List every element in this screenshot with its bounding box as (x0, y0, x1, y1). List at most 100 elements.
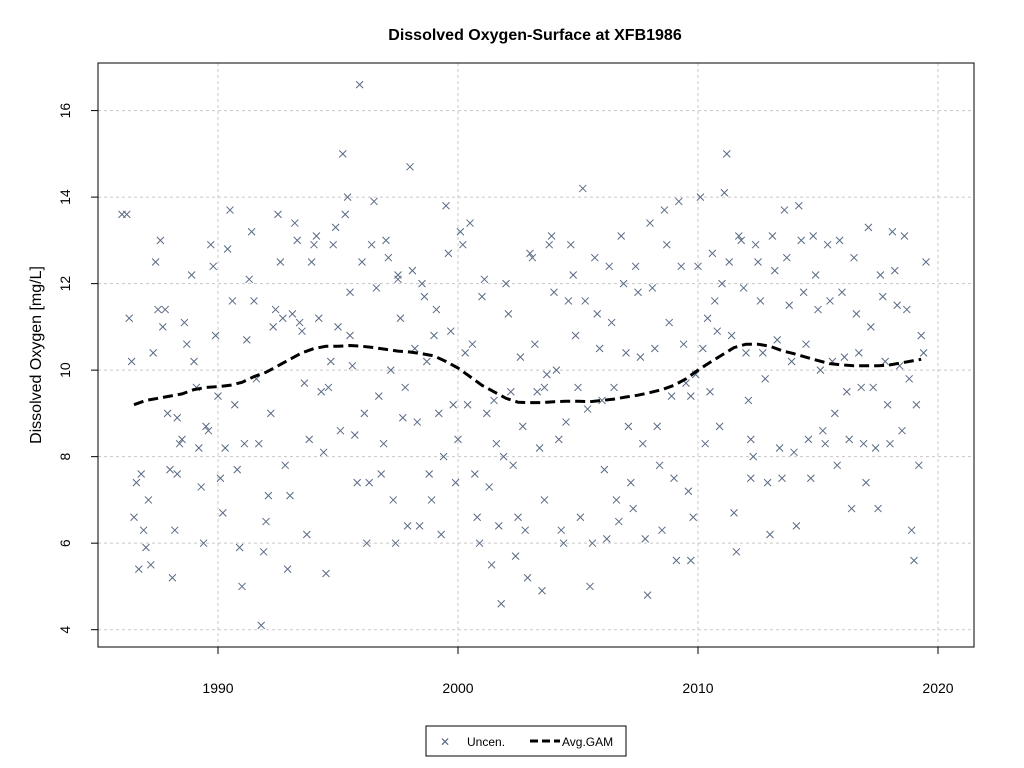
data-point (912, 400, 921, 409)
data-point (686, 556, 695, 565)
data-point (907, 526, 916, 535)
data-point (156, 236, 165, 245)
data-point (713, 327, 722, 336)
data-point (343, 193, 352, 201)
data-point (869, 383, 878, 392)
data-point (720, 188, 729, 197)
data-point (437, 530, 446, 539)
data-point (581, 297, 590, 305)
data-point (900, 232, 909, 240)
data-point (149, 348, 158, 357)
data-point (655, 461, 664, 470)
data-point (190, 357, 198, 366)
data-point (293, 236, 302, 245)
data-point (799, 288, 808, 297)
data-point (463, 400, 472, 409)
data-point (266, 409, 275, 418)
data-point (674, 197, 683, 206)
data-point (658, 526, 666, 535)
data-point (454, 435, 462, 444)
data-point (142, 543, 150, 552)
data-point (614, 517, 623, 526)
data-point (566, 240, 575, 249)
data-point (170, 526, 179, 535)
data-point (360, 409, 369, 418)
data-point (132, 478, 141, 487)
data-point (401, 383, 410, 392)
y-axis: 4 6 8 10 12 14 16 (57, 103, 98, 634)
data-point (122, 210, 131, 219)
data-point (166, 465, 174, 474)
data-point (797, 236, 806, 245)
data-point (770, 266, 779, 275)
data-point (499, 452, 508, 461)
data-point (341, 210, 350, 219)
data-point (922, 258, 930, 266)
data-point (274, 210, 282, 219)
data-point (449, 400, 458, 409)
data-point (451, 478, 460, 487)
data-point (643, 591, 652, 599)
data-point (245, 275, 254, 284)
data-point (902, 305, 911, 314)
data-point (329, 240, 338, 249)
data-point (216, 474, 225, 483)
data-point (914, 461, 923, 470)
chart-title: Dissolved Oxygen-Surface at XFB1986 (388, 27, 682, 44)
data-point (878, 292, 887, 301)
scatter-series (118, 80, 930, 630)
data-point (910, 556, 918, 565)
data-point (425, 470, 434, 478)
data-point (852, 310, 861, 318)
data-point (478, 292, 486, 301)
data-point (689, 513, 698, 522)
data-point (461, 348, 470, 357)
data-point (298, 327, 306, 336)
data-point (725, 258, 734, 266)
data-point (718, 279, 726, 288)
data-point (586, 582, 594, 591)
data-point (866, 323, 875, 331)
data-point (137, 470, 146, 478)
data-point (173, 413, 182, 422)
data-point (456, 227, 465, 236)
data-point (442, 201, 450, 210)
data-point (528, 253, 537, 262)
data-point (334, 323, 342, 331)
data-point (396, 314, 405, 323)
data-point (312, 232, 321, 240)
data-point (434, 409, 443, 418)
data-point (324, 383, 333, 392)
data-point (710, 297, 719, 305)
data-point (667, 392, 676, 400)
data-point (847, 504, 856, 513)
y-tick-label: 4 (57, 626, 73, 634)
data-point (754, 258, 762, 266)
data-point (506, 387, 515, 396)
data-point (278, 314, 287, 323)
data-point (746, 435, 755, 444)
data-point (871, 444, 880, 452)
data-point (202, 422, 210, 431)
data-point (638, 439, 647, 448)
data-point (540, 496, 549, 504)
data-point (804, 435, 813, 444)
y-tick-label: 12 (57, 276, 73, 292)
data-point (826, 297, 834, 305)
data-point (634, 288, 642, 297)
data-point (394, 271, 402, 279)
data-point (362, 539, 371, 548)
data-point (684, 487, 693, 496)
data-point (226, 206, 234, 214)
data-point (355, 80, 364, 89)
data-point (242, 336, 251, 344)
data-point (338, 149, 347, 158)
data-point (686, 392, 695, 400)
data-point (470, 470, 479, 478)
data-point (758, 348, 767, 357)
data-point (818, 426, 827, 435)
data-point (504, 310, 513, 318)
legend-marker-uncen: ✕ (440, 735, 450, 749)
y-tick-label: 6 (57, 539, 73, 547)
